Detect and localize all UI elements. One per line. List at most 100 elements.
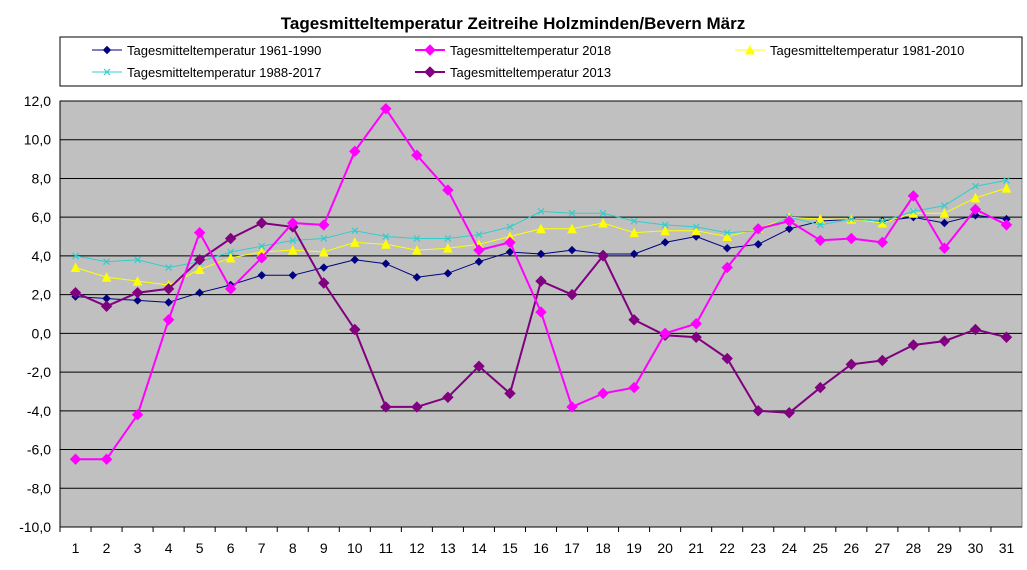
data-point — [381, 239, 391, 249]
data-point — [100, 453, 113, 465]
legend-box — [59, 36, 1023, 87]
y-tick-label: -4,0 — [27, 403, 51, 419]
data-point — [1003, 176, 1010, 184]
marker-stroke — [103, 68, 111, 76]
data-point — [349, 323, 361, 336]
data-point — [535, 306, 547, 318]
data-point — [412, 244, 422, 255]
data-point — [909, 207, 917, 215]
y-tick-label: 6,0 — [32, 209, 52, 225]
x-tick-label: 25 — [813, 540, 829, 556]
legend-label: Tagesmitteltemperatur 1981-2010 — [770, 43, 964, 58]
data-point — [536, 223, 546, 234]
data-point — [1000, 331, 1013, 343]
x-tick-label: 10 — [347, 540, 363, 556]
marker-stroke — [940, 202, 948, 209]
data-point — [722, 243, 732, 253]
marker-stroke — [289, 236, 297, 244]
data-point — [691, 225, 701, 236]
data-point — [939, 208, 950, 218]
data-point — [907, 190, 920, 202]
marker-stroke — [475, 231, 483, 239]
data-point — [319, 263, 328, 272]
data-point — [938, 335, 951, 347]
data-point — [661, 221, 669, 229]
y-tick-label: 12,0 — [24, 93, 51, 109]
data-point — [504, 387, 516, 400]
data-point — [256, 217, 268, 229]
x-tick-label: 14 — [471, 540, 487, 556]
marker-stroke — [165, 264, 173, 271]
marker-stroke — [972, 182, 979, 190]
marker-stroke — [909, 207, 917, 215]
data-point — [628, 314, 640, 326]
legend-marker — [102, 45, 112, 55]
data-point — [195, 288, 204, 297]
x-tick-label: 19 — [626, 540, 642, 556]
data-point — [597, 387, 609, 400]
data-point — [878, 217, 886, 225]
x-tick-label: 21 — [688, 540, 704, 556]
data-point — [257, 271, 266, 280]
y-tick-label: 4,0 — [32, 248, 52, 264]
data-point — [752, 223, 764, 235]
data-point — [1001, 183, 1012, 193]
x-tick-label: 3 — [134, 540, 142, 556]
x-tick-label: 8 — [289, 540, 297, 556]
x-tick-label: 31 — [999, 540, 1015, 556]
legend-marker — [103, 68, 111, 76]
legend-marker — [424, 66, 436, 78]
data-point — [162, 314, 175, 326]
x-tick-label: 1 — [72, 540, 80, 556]
x-tick-label: 18 — [595, 540, 611, 556]
data-point — [258, 242, 266, 250]
legend-item: Tagesmitteltemperatur 2018 — [415, 43, 611, 58]
data-point — [876, 354, 889, 367]
data-point — [629, 227, 639, 238]
data-point — [227, 248, 235, 256]
data-point — [349, 237, 360, 247]
data-point — [162, 283, 175, 295]
data-point — [630, 217, 638, 225]
data-point — [1000, 219, 1013, 231]
data-point — [722, 231, 733, 242]
data-point — [690, 317, 702, 330]
y-tick-label: -2,0 — [27, 364, 51, 380]
data-point — [659, 327, 671, 340]
marker-stroke — [506, 223, 514, 231]
data-point — [876, 236, 889, 249]
series-layer — [69, 103, 1013, 465]
x-tick-label: 28 — [906, 540, 922, 556]
data-point — [193, 226, 206, 239]
data-point — [131, 408, 144, 421]
x-tick-label: 11 — [379, 540, 394, 556]
legend-marker — [745, 44, 755, 55]
marker-stroke — [1003, 176, 1010, 184]
data-point — [351, 227, 359, 235]
legend-item: Tagesmitteltemperatur 1988-2017 — [92, 65, 321, 80]
data-point — [723, 229, 731, 237]
data-point — [506, 223, 514, 231]
x-tick-label: 29 — [937, 540, 953, 556]
data-point — [971, 211, 980, 220]
data-point — [103, 258, 110, 266]
marker-stroke — [258, 242, 266, 250]
data-point — [940, 202, 948, 209]
marker-stroke — [320, 235, 328, 242]
legend-item: Tagesmitteltemperatur 2013 — [415, 65, 611, 80]
data-point — [412, 273, 422, 282]
data-point — [287, 244, 298, 255]
data-point — [69, 286, 82, 299]
data-point — [566, 401, 578, 413]
data-point — [845, 358, 858, 371]
data-point — [969, 203, 982, 216]
legend-label: Tagesmitteltemperatur 1988-2017 — [127, 65, 321, 80]
data-point — [785, 224, 794, 234]
data-point — [473, 360, 485, 372]
legend: Tagesmitteltemperatur 1961-1990 Tagesmitt… — [92, 43, 964, 80]
data-point — [382, 233, 390, 240]
data-point — [847, 215, 855, 223]
x-tick-label: 5 — [196, 540, 204, 556]
data-point — [131, 286, 144, 299]
